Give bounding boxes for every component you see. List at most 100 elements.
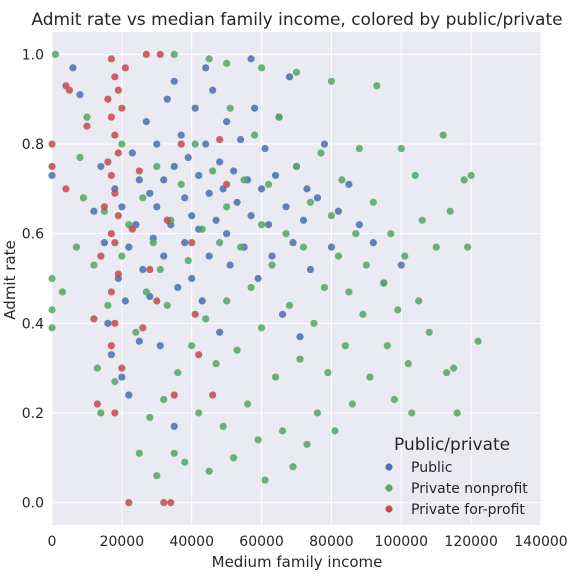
- data-point: [170, 391, 178, 399]
- data-point: [181, 194, 189, 202]
- data-point: [320, 140, 329, 148]
- data-point: [341, 342, 349, 350]
- x-tick-label: 100000: [375, 534, 428, 550]
- data-point: [160, 498, 168, 507]
- data-point: [160, 395, 168, 404]
- data-point: [257, 221, 266, 229]
- y-tick-label: 0.4: [22, 316, 44, 332]
- data-point: [111, 189, 119, 197]
- data-point: [223, 297, 231, 305]
- data-point: [254, 274, 262, 283]
- series-public: [48, 55, 405, 430]
- data-point: [432, 243, 440, 251]
- data-point: [142, 288, 150, 296]
- data-point: [209, 86, 217, 94]
- data-point: [216, 135, 224, 144]
- data-point: [160, 176, 168, 184]
- data-point: [250, 131, 259, 139]
- data-point: [191, 310, 199, 318]
- data-point: [408, 409, 416, 417]
- data-points: [48, 50, 482, 507]
- data-point: [135, 176, 143, 184]
- data-point: [125, 243, 133, 251]
- data-point: [118, 140, 126, 148]
- data-point: [247, 212, 255, 220]
- x-tick-label: 120000: [444, 534, 497, 550]
- x-axis-label: Medium family income: [212, 553, 383, 571]
- y-axis-label: Admit rate: [1, 240, 19, 319]
- data-point: [170, 162, 178, 171]
- data-point: [167, 498, 175, 507]
- data-point: [107, 55, 115, 63]
- y-tick-label: 1.0: [22, 47, 44, 63]
- data-point: [153, 297, 161, 305]
- data-point: [198, 225, 206, 233]
- data-point: [331, 427, 339, 435]
- data-point: [474, 337, 482, 345]
- data-point: [345, 180, 353, 188]
- data-point: [107, 230, 115, 238]
- legend-label: Private nonprofit: [411, 481, 528, 497]
- data-point: [170, 50, 178, 59]
- data-point: [226, 104, 234, 112]
- data-point: [48, 306, 56, 314]
- data-point: [97, 409, 105, 417]
- data-point: [83, 122, 91, 130]
- data-point: [128, 225, 136, 233]
- legend-marker: [385, 463, 393, 471]
- data-point: [142, 50, 150, 59]
- data-point: [317, 149, 325, 157]
- data-point: [146, 265, 154, 274]
- data-point: [289, 463, 297, 471]
- data-point: [268, 252, 276, 260]
- data-point: [212, 360, 220, 368]
- data-point: [118, 373, 126, 381]
- data-point: [327, 77, 336, 85]
- data-point: [107, 288, 115, 296]
- data-point: [121, 297, 129, 305]
- data-point: [160, 252, 168, 260]
- data-point: [383, 342, 391, 350]
- legend-label: Public: [411, 460, 452, 476]
- data-point: [324, 369, 332, 377]
- data-point: [79, 194, 88, 202]
- data-point: [111, 409, 119, 417]
- x-tick-label: 40000: [169, 534, 214, 550]
- data-point: [237, 243, 245, 251]
- data-point: [320, 283, 329, 292]
- legend-entries: Public Private nonprofit Private for-profi…: [385, 460, 528, 518]
- data-point: [153, 140, 161, 148]
- data-point: [135, 167, 143, 175]
- data-point: [48, 140, 56, 148]
- data-point: [156, 50, 164, 59]
- data-point: [48, 162, 56, 171]
- legend-title: Public/private: [394, 435, 510, 455]
- data-point: [65, 86, 74, 94]
- series-private-for-profit: [48, 50, 231, 507]
- data-point: [198, 297, 206, 305]
- data-point: [62, 185, 70, 193]
- data-point: [237, 135, 245, 144]
- data-point: [366, 373, 374, 381]
- data-point: [373, 82, 381, 90]
- data-point: [397, 144, 405, 153]
- data-point: [278, 427, 287, 435]
- data-point: [404, 360, 412, 368]
- data-point: [191, 104, 199, 112]
- data-point: [285, 301, 294, 309]
- data-point: [355, 221, 363, 229]
- plot-area: [52, 32, 541, 525]
- data-point: [188, 342, 196, 350]
- data-point: [125, 391, 133, 399]
- data-point: [170, 449, 178, 457]
- data-point: [114, 149, 122, 157]
- y-tick-label: 0.8: [22, 137, 44, 153]
- data-point: [181, 458, 189, 466]
- data-point: [226, 261, 234, 269]
- data-point: [415, 297, 423, 305]
- data-point: [306, 198, 315, 206]
- data-point: [48, 324, 56, 332]
- data-point: [118, 203, 126, 211]
- data-point: [100, 203, 108, 211]
- data-point: [156, 342, 164, 350]
